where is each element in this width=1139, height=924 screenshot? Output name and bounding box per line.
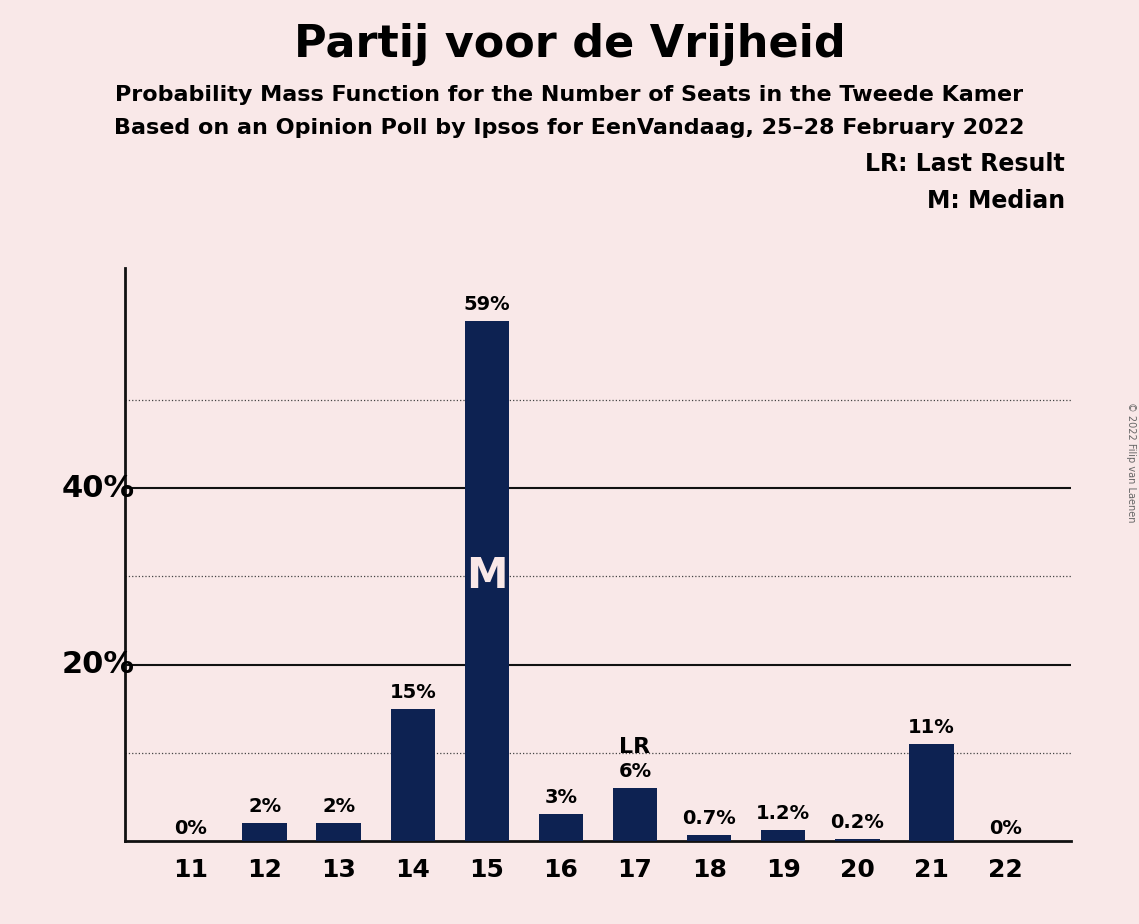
- Bar: [465, 321, 509, 841]
- Text: 2%: 2%: [248, 797, 281, 816]
- Bar: [317, 823, 361, 841]
- Text: 0.2%: 0.2%: [830, 813, 884, 832]
- Text: LR: Last Result: LR: Last Result: [866, 152, 1065, 176]
- Text: 40%: 40%: [62, 474, 134, 503]
- Text: Partij voor de Vrijheid: Partij voor de Vrijheid: [294, 23, 845, 67]
- Text: 3%: 3%: [544, 788, 577, 808]
- Text: 59%: 59%: [464, 295, 510, 314]
- Bar: [909, 744, 953, 841]
- Text: 0%: 0%: [989, 820, 1022, 838]
- Text: Based on an Opinion Poll by Ipsos for EenVandaag, 25–28 February 2022: Based on an Opinion Poll by Ipsos for Ee…: [114, 118, 1025, 139]
- Text: 6%: 6%: [618, 762, 652, 781]
- Bar: [835, 839, 879, 841]
- Text: 2%: 2%: [322, 797, 355, 816]
- Text: 11%: 11%: [908, 718, 954, 736]
- Text: Probability Mass Function for the Number of Seats in the Tweede Kamer: Probability Mass Function for the Number…: [115, 85, 1024, 105]
- Text: 15%: 15%: [390, 683, 436, 701]
- Text: 20%: 20%: [62, 650, 134, 679]
- Text: 0.7%: 0.7%: [682, 808, 736, 828]
- Bar: [391, 709, 435, 841]
- Text: 1.2%: 1.2%: [756, 804, 810, 823]
- Bar: [761, 831, 805, 841]
- Text: LR: LR: [620, 737, 650, 757]
- Bar: [687, 834, 731, 841]
- Text: M: M: [466, 555, 508, 598]
- Text: 0%: 0%: [174, 820, 207, 838]
- Bar: [539, 814, 583, 841]
- Bar: [613, 788, 657, 841]
- Text: M: Median: M: Median: [927, 189, 1065, 213]
- Text: © 2022 Filip van Laenen: © 2022 Filip van Laenen: [1126, 402, 1136, 522]
- Bar: [243, 823, 287, 841]
